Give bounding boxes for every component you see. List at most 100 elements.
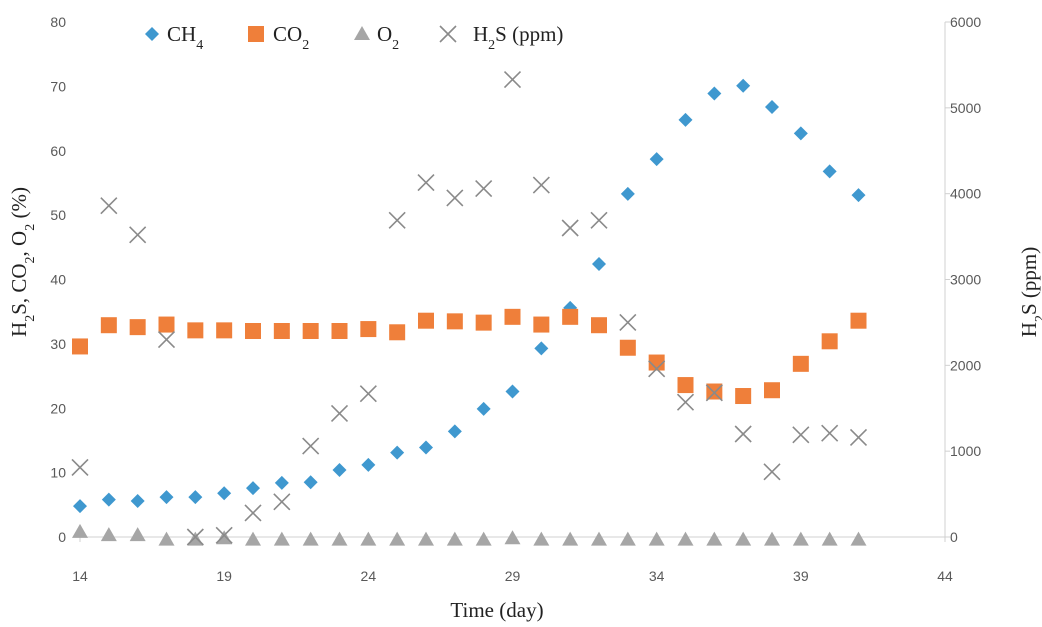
data-point (418, 531, 434, 546)
data-point (390, 445, 405, 460)
data-point (648, 531, 665, 546)
data-point (822, 164, 837, 179)
data-point (734, 425, 752, 443)
data-point (649, 152, 664, 167)
y-right-tick-label: 5000 (950, 100, 981, 116)
data-point (332, 463, 347, 478)
y-left-tick-label: 10 (50, 465, 66, 481)
data-point (561, 219, 579, 237)
data-point (274, 475, 289, 490)
data-point (475, 314, 492, 331)
data-point (764, 531, 780, 546)
y-right-tick-label: 4000 (950, 186, 981, 202)
data-point (100, 197, 118, 215)
data-point (157, 331, 176, 349)
data-point (562, 531, 579, 546)
data-point (849, 428, 868, 446)
data-point (792, 426, 810, 444)
data-point (475, 531, 492, 546)
data-point (129, 226, 147, 244)
data-point (72, 523, 88, 538)
data-point (648, 360, 666, 378)
data-point (678, 112, 693, 127)
legend-subscript: 4 (196, 38, 203, 53)
data-point (215, 526, 233, 544)
data-point (706, 531, 723, 546)
data-point (71, 458, 89, 477)
data-point (619, 313, 637, 331)
data-point (188, 490, 203, 505)
data-point (217, 486, 232, 501)
data-point (821, 424, 839, 442)
data-point (793, 126, 808, 141)
data-point (303, 475, 318, 490)
series-o2 (72, 523, 867, 546)
data-point (736, 78, 751, 93)
data-point (159, 490, 174, 505)
data-point (72, 338, 88, 355)
legend-subscript: 2 (302, 38, 309, 53)
data-point (619, 531, 636, 546)
data-point (187, 322, 204, 339)
data-point (446, 531, 463, 546)
data-point (389, 531, 406, 546)
data-point (821, 333, 838, 350)
legend-marker (354, 26, 370, 40)
data-point (504, 308, 521, 325)
data-point (417, 173, 435, 192)
axis-title-segment: (%) (7, 187, 31, 224)
y-right-tick-label: 0 (950, 529, 958, 545)
data-point (476, 401, 491, 416)
axis-title-segment: S (ppm) (1017, 247, 1041, 315)
data-point (101, 492, 116, 507)
data-point (765, 99, 779, 114)
data-point (764, 382, 780, 399)
data-point (158, 316, 175, 333)
data-point (129, 527, 146, 542)
axis-title-subscript: 2 (23, 256, 38, 263)
y-left-tick-label: 30 (50, 336, 66, 352)
x-tick-label: 29 (505, 568, 521, 584)
axis-title-segment: S, CO (7, 263, 31, 314)
data-point (246, 481, 260, 496)
data-marks (71, 70, 868, 546)
data-point (186, 528, 204, 546)
data-point (302, 531, 319, 546)
x-axis-title: Time (day) (450, 598, 543, 622)
y-right-axis-title: H2S (ppm) (1017, 247, 1042, 337)
data-point (158, 531, 175, 546)
data-point (619, 339, 636, 356)
data-point (533, 531, 550, 546)
data-point (707, 86, 722, 101)
data-point (273, 531, 290, 546)
y-right-tick-label: 2000 (950, 357, 981, 373)
data-point (533, 316, 550, 333)
y-left-tick-label: 20 (50, 400, 66, 416)
data-point (216, 530, 233, 545)
x-tick-label: 39 (793, 568, 809, 584)
data-point (330, 404, 349, 422)
data-point (706, 383, 723, 400)
data-point (73, 499, 87, 514)
data-point (676, 393, 695, 411)
data-point (851, 188, 866, 203)
data-point (389, 324, 406, 341)
data-point (245, 323, 261, 339)
data-point (620, 186, 635, 201)
y-right-tick-label: 1000 (950, 443, 981, 459)
legend-marker (145, 27, 159, 41)
legend-marker (439, 25, 457, 43)
data-point (331, 323, 348, 339)
x-tick-label: 19 (216, 568, 232, 584)
tick-labels: 14 19 24 29 34 39 4401020304050607080010002000… (50, 14, 981, 584)
data-point (302, 437, 320, 455)
data-point (591, 317, 607, 334)
data-point (361, 457, 376, 472)
y-left-tick-label: 0 (58, 529, 66, 545)
data-point (591, 531, 607, 546)
data-point (359, 385, 377, 403)
y-left-tick-label: 80 (50, 14, 66, 30)
data-point (447, 424, 462, 439)
y-left-tick-label: 40 (50, 272, 66, 288)
data-point (216, 322, 233, 339)
